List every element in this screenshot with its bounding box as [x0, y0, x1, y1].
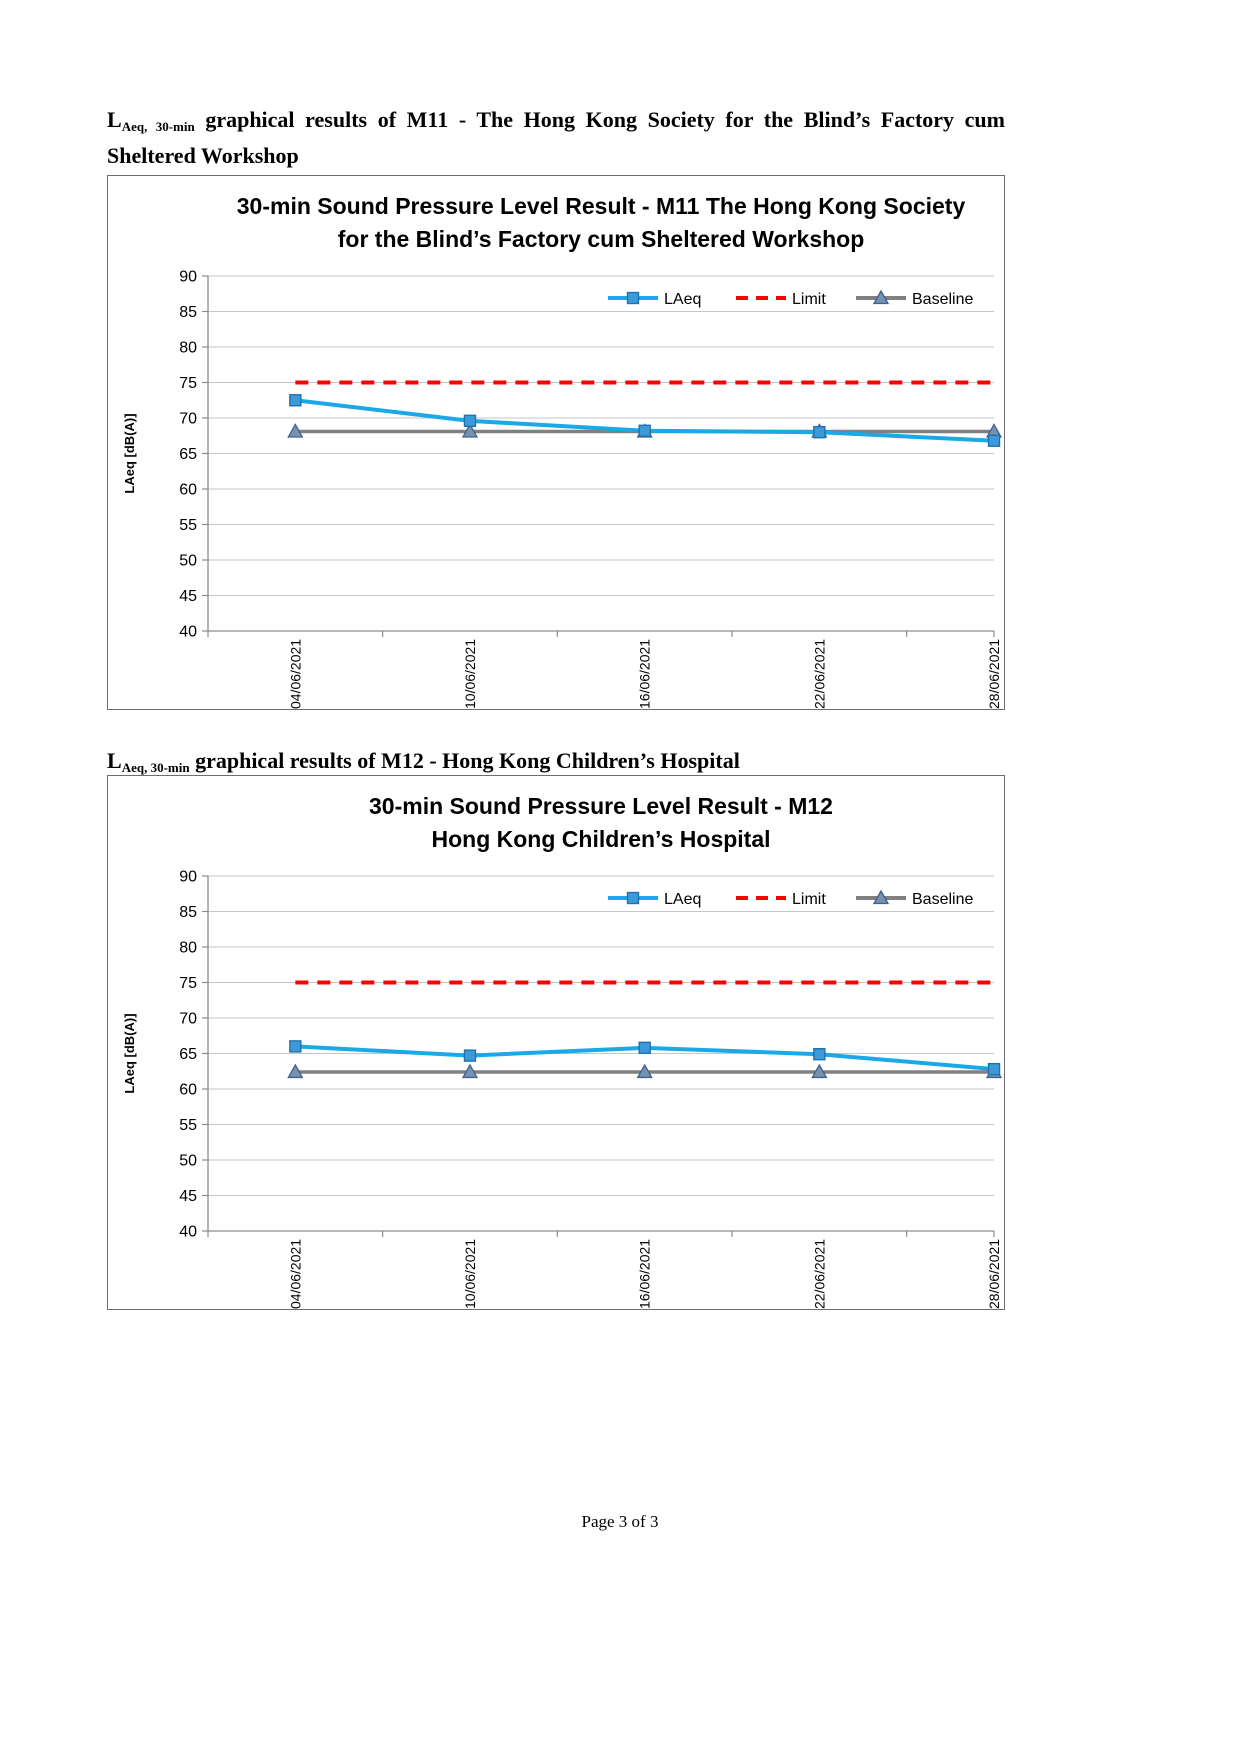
x-tick-label: 10/06/2021	[462, 639, 478, 709]
heading-m12-text: graphical results of M12 - Hong Kong Chi…	[189, 748, 740, 773]
baseline-triangle-marker	[287, 1063, 304, 1079]
x-axis: 04/06/2021 10/06/2021 16/06/2021 22/06/2021…	[207, 1230, 1002, 1309]
heading-m11-subscript: Aeq, 30-min	[121, 119, 195, 134]
y-tick-label: 70	[179, 1011, 197, 1028]
y-tick-label: 75	[179, 375, 197, 392]
x-tick-label: 04/06/2021	[287, 1239, 303, 1309]
gridlines	[208, 875, 994, 1232]
y-tick-label: 65	[179, 1046, 197, 1063]
x-tick-label: 28/06/2021	[986, 1239, 1002, 1309]
x-tick-label: 28/06/2021	[986, 639, 1002, 709]
laeq-square-marker	[987, 434, 1001, 447]
y-tick-label: 40	[179, 1224, 197, 1241]
svg-text:Hong Kong Children’s Hospital: Hong Kong Children’s Hospital	[431, 826, 770, 852]
y-axis-label: LAeq [dB(A)]	[122, 413, 137, 493]
page-footer: Page 3 of 3	[581, 1512, 659, 1531]
y-tick-label: 85	[179, 904, 197, 921]
legend-label-limit: Limit	[792, 291, 826, 308]
y-tick-label: 55	[179, 1117, 197, 1134]
heading-m12-prefix: L	[107, 748, 122, 773]
heading-m12: LAeq, 30-min graphical results of M12 - …	[107, 744, 1005, 780]
chart-m11: 30-min Sound Pressure Level Result - M11…	[107, 175, 1005, 710]
legend-label-baseline: Baseline	[912, 291, 973, 308]
baseline-triangle-marker	[461, 1063, 479, 1079]
chart-title: 30-min Sound Pressure Level Result - M11…	[237, 193, 966, 252]
svg-text:30-min Sound Pressure Level Re: 30-min Sound Pressure Level Result - M12	[369, 793, 833, 819]
baseline-triangle-marker	[461, 423, 479, 438]
chart-m12: 30-min Sound Pressure Level Result - M12…	[107, 775, 1005, 1310]
x-tick-label: 22/06/2021	[811, 1239, 827, 1309]
laeq-square-marker	[289, 1040, 302, 1053]
y-tick-label: 55	[179, 517, 197, 534]
baseline-triangle-marker	[636, 1063, 653, 1079]
y-tick-label: 40	[179, 624, 197, 641]
y-tick-label: 80	[179, 940, 197, 957]
y-tick-label: 45	[179, 588, 197, 605]
baseline-triangle-marker	[287, 423, 304, 438]
heading-m11-text: graphical results of M11 - The Hong Kong…	[194, 107, 1005, 132]
x-tick-label: 16/06/2021	[637, 1239, 653, 1309]
legend-label-laeq: LAeq	[664, 891, 701, 908]
laeq-square-marker	[813, 425, 826, 439]
y-tick-label: 50	[179, 1153, 197, 1170]
x-tick-label: 16/06/2021	[637, 639, 653, 709]
baseline-triangle-marker	[872, 289, 890, 305]
legend-label-laeq: LAeq	[664, 291, 701, 308]
heading-m11: LAeq, 30-min graphical results of M11 - …	[107, 103, 1005, 172]
laeq-square-marker	[638, 1041, 651, 1055]
chart-title: 30-min Sound Pressure Level Result - M12…	[369, 793, 833, 852]
x-tick-label: 10/06/2021	[462, 1239, 478, 1309]
y-tick-label: 50	[179, 553, 197, 570]
y-axis: 90 85 80 75 70 65 60 55 50 45 40	[179, 269, 209, 641]
series-laeq-markers	[289, 1040, 1001, 1076]
laeq-square-marker	[463, 1049, 477, 1062]
y-tick-label: 60	[179, 482, 197, 499]
y-tick-label: 60	[179, 1082, 197, 1099]
svg-text:for the Blind’s Factory cum Sh: for the Blind’s Factory cum Sheltered Wo…	[338, 226, 865, 252]
x-tick-label: 22/06/2021	[811, 639, 827, 709]
heading-m11-prefix: L	[107, 107, 122, 132]
baseline-triangle-marker	[872, 889, 890, 905]
laeq-square-marker	[638, 424, 651, 437]
laeq-square-marker	[463, 414, 477, 428]
laeq-square-marker	[626, 291, 640, 305]
series-laeq-markers	[289, 394, 1001, 447]
heading-m12-line: LAeq, 30-min graphical results of M12 - …	[107, 744, 1005, 780]
legend-label-limit: Limit	[792, 891, 826, 908]
y-tick-label: 75	[179, 975, 197, 992]
heading-m11-line2: Sheltered Workshop	[107, 143, 299, 168]
laeq-square-marker	[987, 1062, 1001, 1076]
svg-text:30-min Sound Pressure Level Re: 30-min Sound Pressure Level Result - M11…	[237, 193, 966, 219]
y-tick-label: 70	[179, 411, 197, 428]
legend: LAeq Limit Baseline	[608, 289, 973, 308]
x-axis: 04/06/2021 10/06/2021 16/06/2021 22/06/2021…	[207, 630, 1002, 709]
y-tick-label: 45	[179, 1188, 197, 1205]
laeq-square-marker	[626, 891, 640, 905]
x-tick-label: 04/06/2021	[287, 639, 303, 709]
laeq-square-marker	[289, 394, 302, 407]
heading-m12-subscript: Aeq, 30-min	[121, 760, 190, 775]
gridlines	[208, 275, 994, 632]
y-tick-label: 80	[179, 340, 197, 357]
baseline-triangle-marker	[811, 1063, 828, 1079]
legend-label-baseline: Baseline	[912, 891, 973, 908]
y-tick-label: 65	[179, 446, 197, 463]
legend: LAeq Limit Baseline	[608, 889, 973, 908]
y-tick-label: 90	[179, 869, 197, 886]
y-tick-label: 90	[179, 269, 197, 286]
y-axis-label: LAeq [dB(A)]	[122, 1013, 137, 1093]
heading-m11-line1: LAeq, 30-min graphical results of M11 - …	[107, 103, 1005, 139]
y-tick-label: 85	[179, 304, 197, 321]
y-axis: 90 85 80 75 70 65 60 55 50 45 40	[179, 869, 209, 1241]
laeq-square-marker	[813, 1048, 826, 1061]
